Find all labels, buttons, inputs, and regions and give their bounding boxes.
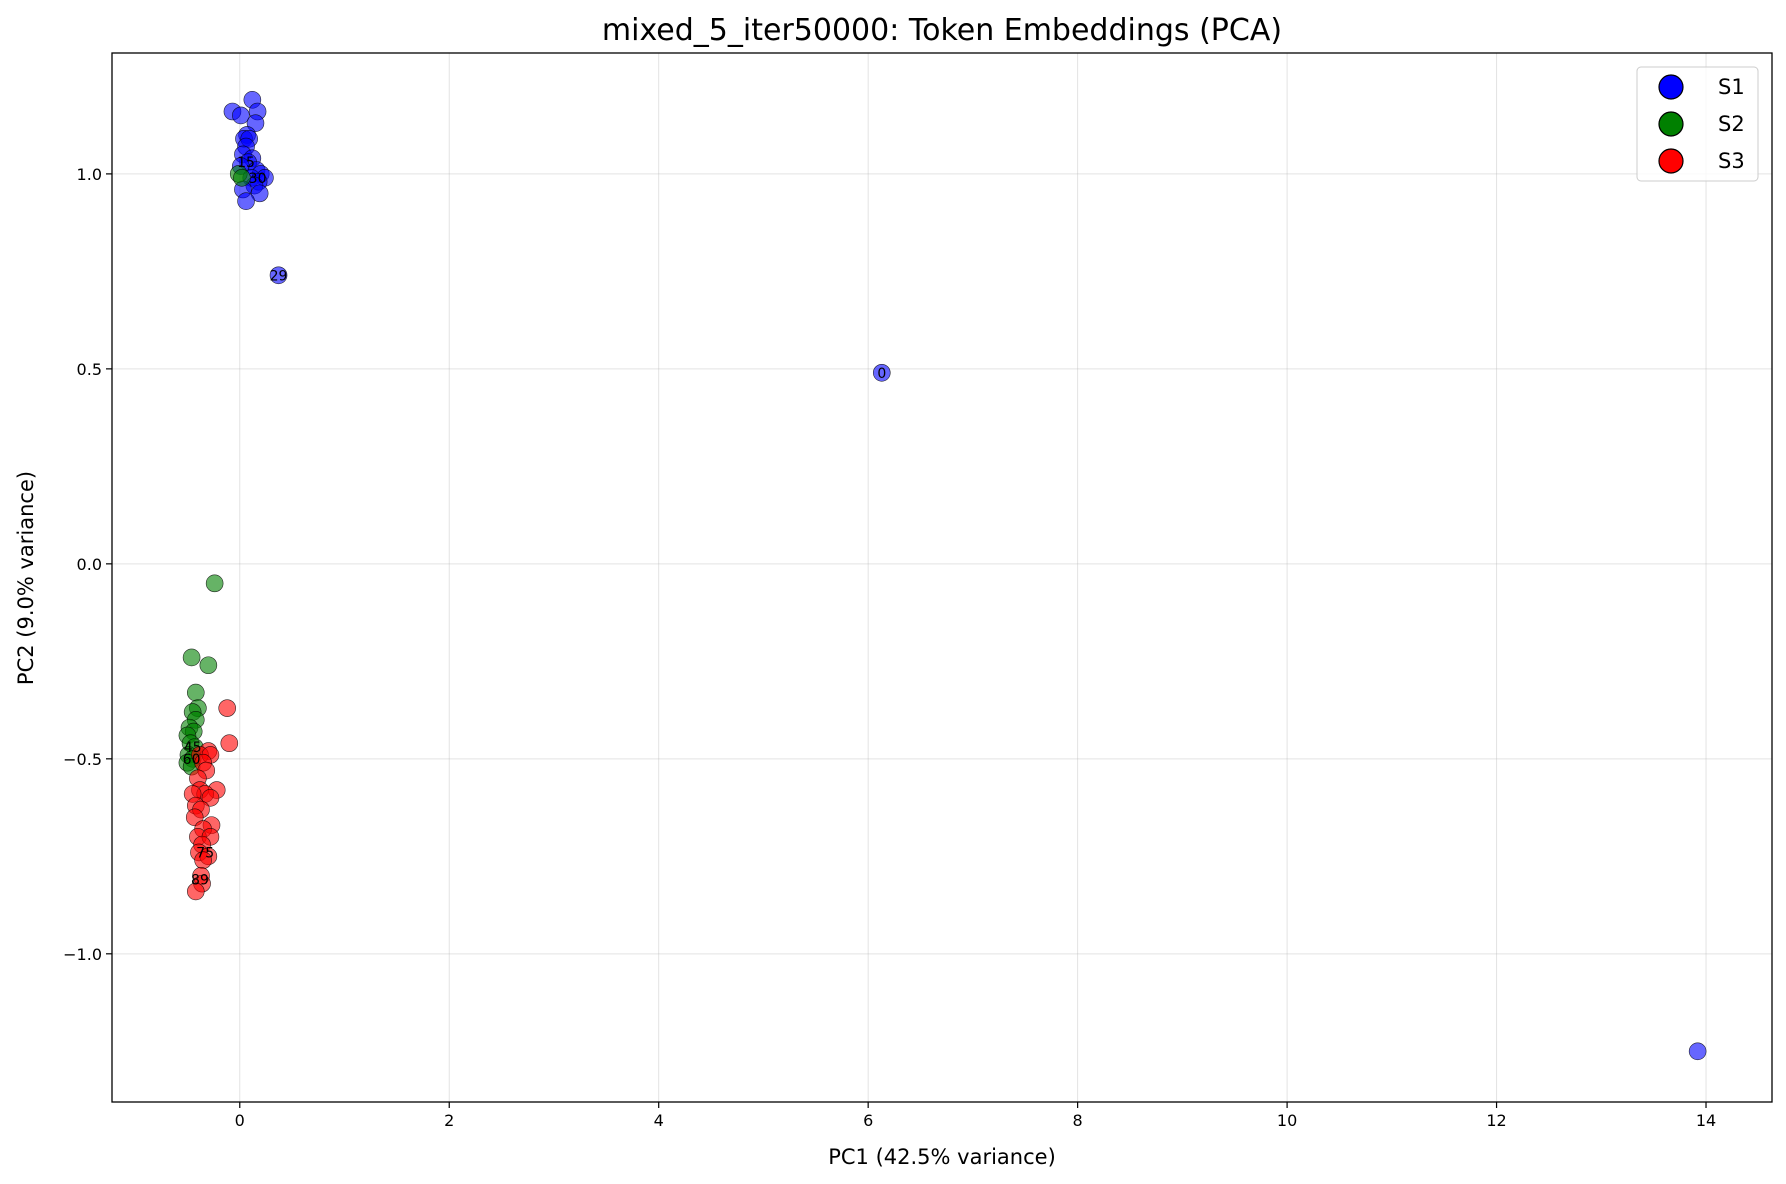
data-point-s1 xyxy=(237,192,255,210)
x-tick-label: 2 xyxy=(444,1111,454,1130)
x-tick-label: 12 xyxy=(1486,1111,1506,1130)
x-tick-label: 0 xyxy=(235,1111,245,1130)
data-point-s3 xyxy=(186,882,205,901)
y-axis-ticks: −1.0 −0.5 0.0 0.5 1.0 xyxy=(63,165,112,964)
data-point-label: 75 xyxy=(196,845,214,861)
plot-frame xyxy=(111,52,1773,1103)
data-point-label: 45 xyxy=(184,740,202,756)
x-tick-label: 4 xyxy=(654,1111,664,1130)
x-axis-ticks: 0 2 4 6 8 10 12 14 xyxy=(235,1102,1716,1130)
y-tick-label: 0.0 xyxy=(77,555,102,574)
y-tick-label: 1.0 xyxy=(77,165,102,184)
data-point-label: 60 xyxy=(183,752,201,768)
legend-label: S1 xyxy=(1718,75,1745,99)
legend-marker-s1 xyxy=(1658,74,1684,100)
data-point-s3 xyxy=(218,699,237,717)
legend-label: S2 xyxy=(1718,112,1745,136)
data-point-s1 xyxy=(250,184,269,203)
y-tick-label: 0.5 xyxy=(77,360,102,379)
data-points xyxy=(178,90,1707,1061)
data-point-s3 xyxy=(220,734,239,753)
data-point-s1 xyxy=(1688,1042,1707,1061)
legend-marker-s2 xyxy=(1658,111,1684,137)
y-axis-label: PC2 (9.0% variance) xyxy=(14,471,38,685)
data-point-s2 xyxy=(182,648,201,667)
data-point-s1 xyxy=(232,106,250,125)
data-point-s2 xyxy=(205,574,224,593)
x-tick-label: 8 xyxy=(1073,1111,1083,1130)
grid-lines xyxy=(112,53,1772,1102)
data-point-label: 15 xyxy=(237,155,255,171)
data-point-s1 xyxy=(269,266,288,285)
data-point-label: 0 xyxy=(877,366,886,382)
data-point-label: 30 xyxy=(249,171,267,187)
x-tick-label: 6 xyxy=(863,1111,873,1130)
x-axis-label: PC1 (42.5% variance) xyxy=(828,1145,1056,1169)
y-tick-label: −0.5 xyxy=(63,750,102,769)
x-tick-label: 10 xyxy=(1277,1111,1297,1130)
legend-marker-s3 xyxy=(1658,148,1684,174)
y-tick-label: −1.0 xyxy=(63,945,102,964)
x-tick-label: 14 xyxy=(1696,1111,1716,1130)
chart-title: mixed_5_iter50000: Token Embeddings (PCA… xyxy=(602,13,1282,48)
data-point-s2 xyxy=(186,683,205,702)
data-point-s3 xyxy=(201,789,220,807)
data-point-label: 29 xyxy=(270,268,288,284)
data-point-s2 xyxy=(233,168,251,187)
legend-label: S3 xyxy=(1718,149,1745,173)
data-point-s2 xyxy=(199,656,218,675)
data-point-label: 89 xyxy=(191,873,209,889)
data-point-s1 xyxy=(872,363,891,382)
legend: S1 S2 S3 xyxy=(1636,66,1759,182)
